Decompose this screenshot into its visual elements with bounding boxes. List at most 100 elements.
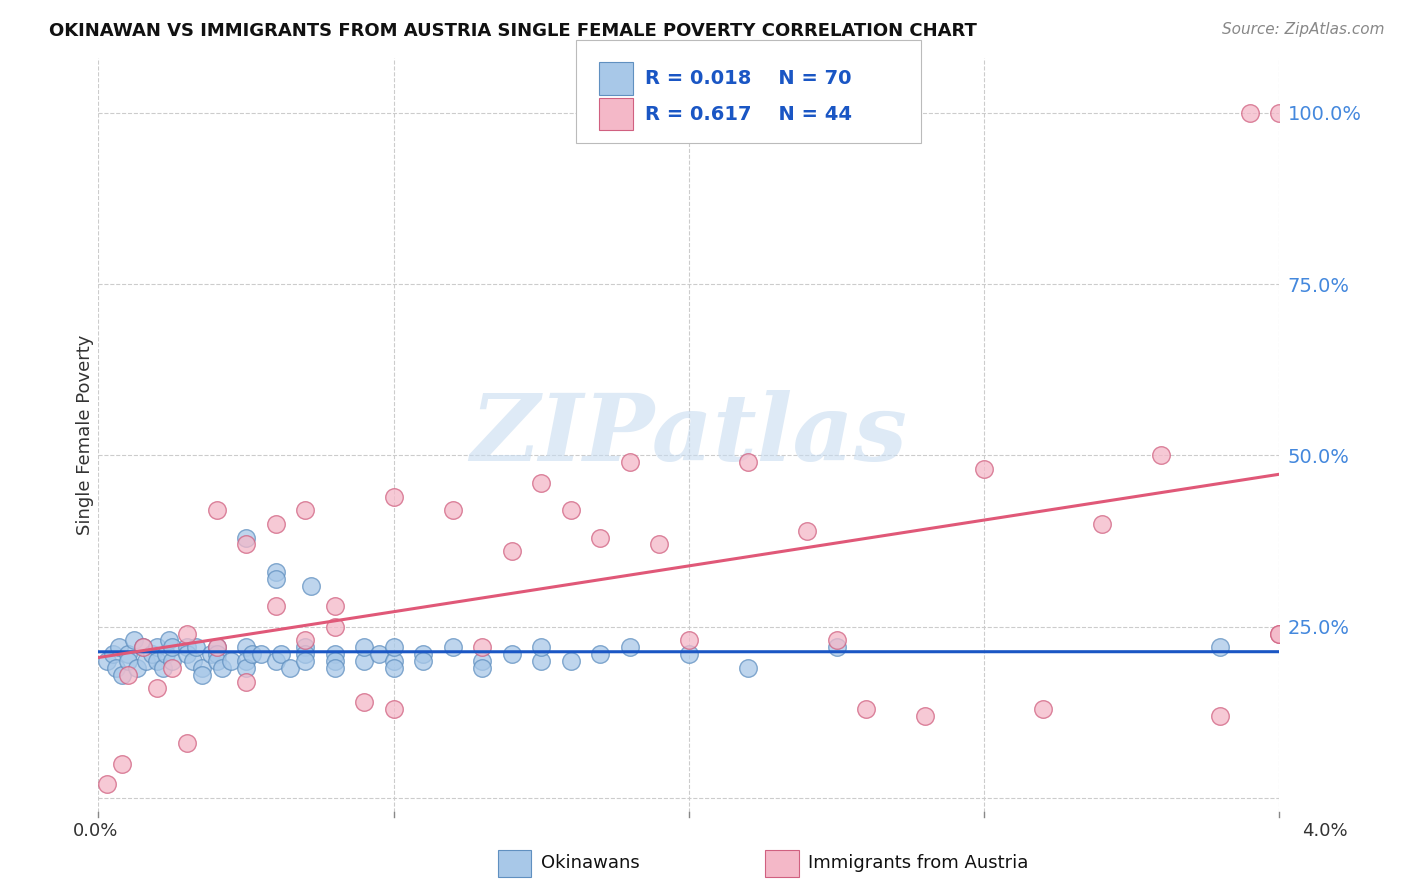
Point [914,708,936,723]
Point [162,654,183,668]
Point [382,654,405,668]
Text: Okinawans: Okinawans [541,855,640,872]
Text: ZIPatlas: ZIPatlas [471,390,907,480]
Point [191,661,214,675]
Point [155,647,177,661]
Point [205,640,228,655]
Point [737,661,759,675]
Point [737,455,759,469]
Point [280,661,302,675]
Point [353,695,375,709]
Point [589,531,612,545]
Point [205,654,228,668]
Point [412,647,434,661]
Point [111,756,134,771]
Point [294,640,316,655]
Point [205,647,228,661]
Point [294,654,316,668]
Point [191,667,214,681]
Point [176,626,198,640]
Text: 4.0%: 4.0% [1302,822,1347,840]
Point [146,654,169,668]
Point [353,654,375,668]
Point [146,640,169,655]
Point [501,544,523,558]
Point [323,661,346,675]
Point [184,640,207,655]
Point [1268,626,1291,640]
Point [108,640,131,655]
Text: OKINAWAN VS IMMIGRANTS FROM AUSTRIA SINGLE FEMALE POVERTY CORRELATION CHART: OKINAWAN VS IMMIGRANTS FROM AUSTRIA SING… [49,22,977,40]
Point [105,661,128,675]
Point [471,640,494,655]
Point [141,647,163,661]
Point [796,524,818,538]
Point [368,647,391,661]
Point [530,654,553,668]
Point [589,647,612,661]
Point [264,565,287,579]
Point [825,640,848,655]
Point [323,654,346,668]
Point [146,681,169,696]
Point [382,490,405,504]
Point [111,667,134,681]
Point [855,702,877,716]
Point [323,599,346,614]
Point [619,640,641,655]
Point [205,640,228,655]
Point [353,640,375,655]
Point [96,654,118,668]
Point [181,654,204,668]
Point [382,702,405,716]
Point [211,661,233,675]
Point [1150,449,1173,463]
Point [530,640,553,655]
Point [1268,105,1291,120]
Point [132,640,155,655]
Point [619,455,641,469]
Point [441,640,464,655]
Point [560,503,582,517]
Point [973,462,995,476]
Point [1268,626,1291,640]
Point [221,654,243,668]
Point [235,537,257,551]
Point [441,503,464,517]
Point [294,647,316,661]
Point [382,661,405,675]
Point [162,661,183,675]
Point [1239,105,1261,120]
Point [103,647,125,661]
Point [1091,516,1114,531]
Text: R = 0.617    N = 44: R = 0.617 N = 44 [645,104,852,124]
Point [122,633,145,648]
Point [235,661,257,675]
Point [117,654,139,668]
Point [294,503,316,517]
Point [264,654,287,668]
Point [235,674,257,689]
Point [176,640,198,655]
Point [135,654,157,668]
Point [157,633,180,648]
Point [530,475,553,490]
Point [240,647,263,661]
Point [678,633,700,648]
Point [501,647,523,661]
Point [1209,640,1232,655]
Point [560,654,582,668]
Point [270,647,292,661]
Point [264,516,287,531]
Point [117,667,139,681]
Point [825,633,848,648]
Point [152,661,174,675]
Point [125,661,148,675]
Point [648,537,671,551]
Point [678,647,700,661]
Point [205,503,228,517]
Point [117,647,139,661]
Point [323,647,346,661]
Point [132,640,155,655]
Point [299,578,322,592]
